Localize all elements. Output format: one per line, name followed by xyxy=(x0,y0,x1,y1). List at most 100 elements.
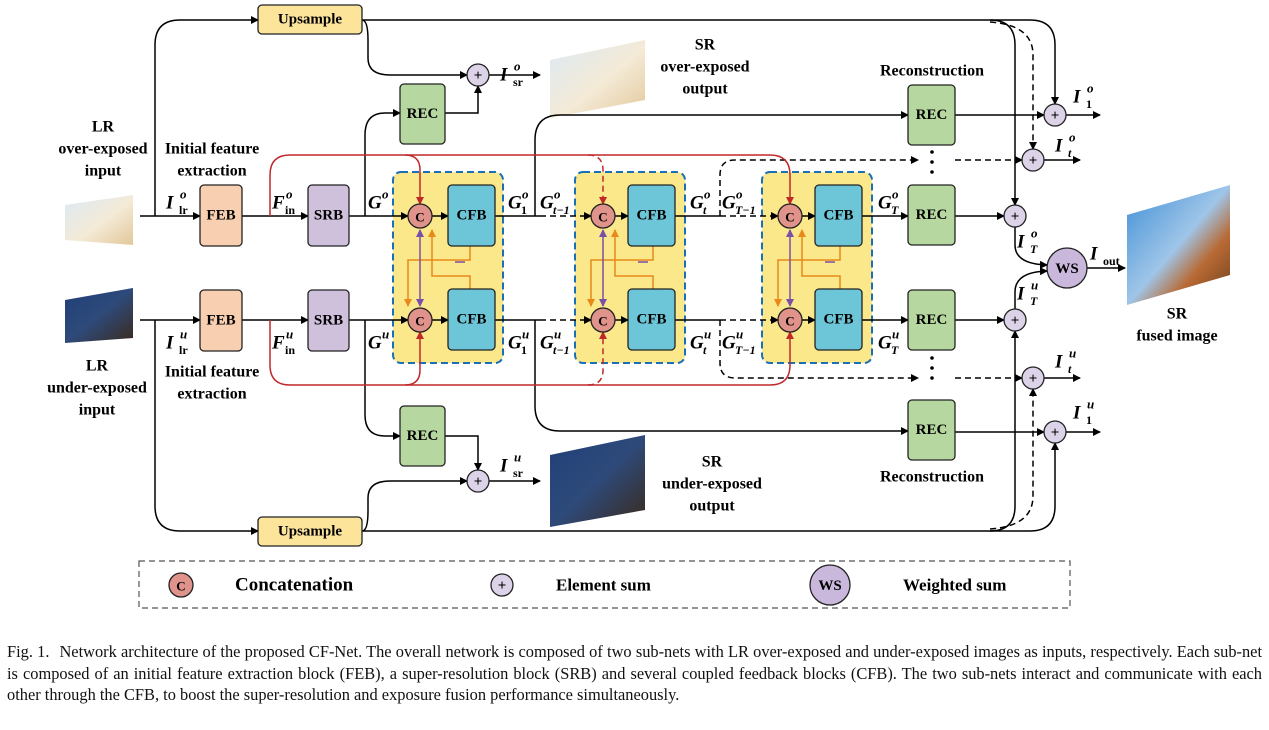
connector xyxy=(364,109,401,216)
upsample-label: Upsample xyxy=(278,12,343,28)
legend-sum xyxy=(490,573,514,597)
signal-sub: in xyxy=(285,203,295,217)
signal-sup: u xyxy=(1031,278,1038,293)
caption-text: Network architecture of the proposed CF-… xyxy=(7,642,1262,705)
signal-sup: o xyxy=(704,187,711,202)
rec xyxy=(907,84,956,146)
signal-sub: lr xyxy=(179,203,188,217)
signal-base: G xyxy=(368,193,382,214)
signal-sub: t xyxy=(1068,362,1072,376)
sum-node-label: + xyxy=(474,474,483,490)
sr-over-image xyxy=(550,40,645,118)
connector xyxy=(1014,227,1048,269)
concat-node xyxy=(407,307,433,333)
cfb xyxy=(447,288,496,351)
srb xyxy=(307,289,350,352)
signal-base: G xyxy=(508,333,522,354)
signal-base: F xyxy=(271,193,285,214)
rec-label: REC xyxy=(407,106,439,122)
signal-base: G xyxy=(540,333,554,354)
sum-node xyxy=(1043,103,1067,127)
output-label: output xyxy=(689,498,735,515)
lr-under-image xyxy=(65,288,133,343)
input-label: under-exposed xyxy=(47,380,147,397)
connector xyxy=(774,246,841,307)
legend-sum-label: + xyxy=(498,578,507,594)
signal-sub: T xyxy=(1030,242,1038,256)
sum-node-label: + xyxy=(1029,153,1038,169)
signal-base: I xyxy=(1072,87,1081,108)
signal-base: F xyxy=(271,333,285,354)
ellipsis-dot xyxy=(930,170,934,174)
signal-sup: u xyxy=(554,327,561,342)
connector xyxy=(587,154,607,205)
signal-sup: o xyxy=(514,59,521,74)
feb-label: FEB xyxy=(206,313,235,329)
rec xyxy=(907,289,956,351)
connector xyxy=(719,156,919,216)
connector xyxy=(364,320,401,440)
concat-node-label: C xyxy=(785,314,794,329)
upsample-label: Upsample xyxy=(278,524,343,540)
signal-base: G xyxy=(722,193,736,214)
signal-base: I xyxy=(165,193,174,214)
output-label: under-exposed xyxy=(662,476,762,493)
signal-sub: sr xyxy=(513,466,524,480)
srb-label: SRB xyxy=(314,313,343,329)
signal-sub: t xyxy=(703,343,707,357)
signal-base: G xyxy=(722,333,736,354)
connector xyxy=(361,19,468,79)
stage-label: Initial feature xyxy=(165,364,259,381)
connector xyxy=(154,16,259,216)
cfb-label: CFB xyxy=(824,312,854,328)
concat-node-label: C xyxy=(415,314,424,329)
signal-base: I xyxy=(1054,352,1063,373)
rec xyxy=(907,184,956,246)
ellipsis-dot xyxy=(930,150,934,154)
connector xyxy=(719,320,919,382)
legend-box xyxy=(138,560,1071,609)
signal-sub: T−1 xyxy=(735,343,756,357)
rec-label: REC xyxy=(916,312,948,328)
rec xyxy=(399,83,446,145)
connector xyxy=(269,154,794,216)
legend-ws-label: WS xyxy=(818,578,841,594)
signal-sup: u xyxy=(736,327,743,342)
input-label: input xyxy=(85,163,122,180)
sum-node-label: + xyxy=(1051,108,1060,124)
sum-node xyxy=(1043,420,1067,444)
signal-base: I xyxy=(499,65,508,86)
signal-sup: u xyxy=(522,327,529,342)
signal-sup: u xyxy=(180,327,187,342)
signal-sup: u xyxy=(286,327,293,342)
signal-sup: u xyxy=(1069,346,1076,361)
feb xyxy=(199,289,243,352)
output-label: output xyxy=(682,81,728,98)
cfb-label: CFB xyxy=(457,312,487,328)
signal-sup: o xyxy=(1069,130,1076,145)
connector xyxy=(989,388,1037,530)
connector xyxy=(361,477,468,532)
signal-sub: 1 xyxy=(521,203,527,217)
lr-over-image xyxy=(65,195,133,245)
connector xyxy=(428,229,471,289)
signal-sub: T−1 xyxy=(735,203,756,217)
ws-node-label: WS xyxy=(1055,261,1078,277)
signal-sub: T xyxy=(891,343,899,357)
cfb xyxy=(447,184,496,247)
stage-label: Reconstruction xyxy=(880,63,984,80)
legend-concat xyxy=(168,572,194,598)
signal-sup: o xyxy=(180,187,187,202)
signal-base: G xyxy=(690,333,704,354)
signal-sub: t xyxy=(1068,146,1072,160)
signal-sub: in xyxy=(285,343,295,357)
cfb xyxy=(627,288,676,351)
signal-sup: o xyxy=(554,187,561,202)
input-label: input xyxy=(79,402,116,419)
legend-label: Concatenation xyxy=(235,575,354,596)
concat-node-label: C xyxy=(598,210,607,225)
concat-node xyxy=(777,307,803,333)
cfb-label: CFB xyxy=(457,208,487,224)
signal-base: G xyxy=(878,193,892,214)
